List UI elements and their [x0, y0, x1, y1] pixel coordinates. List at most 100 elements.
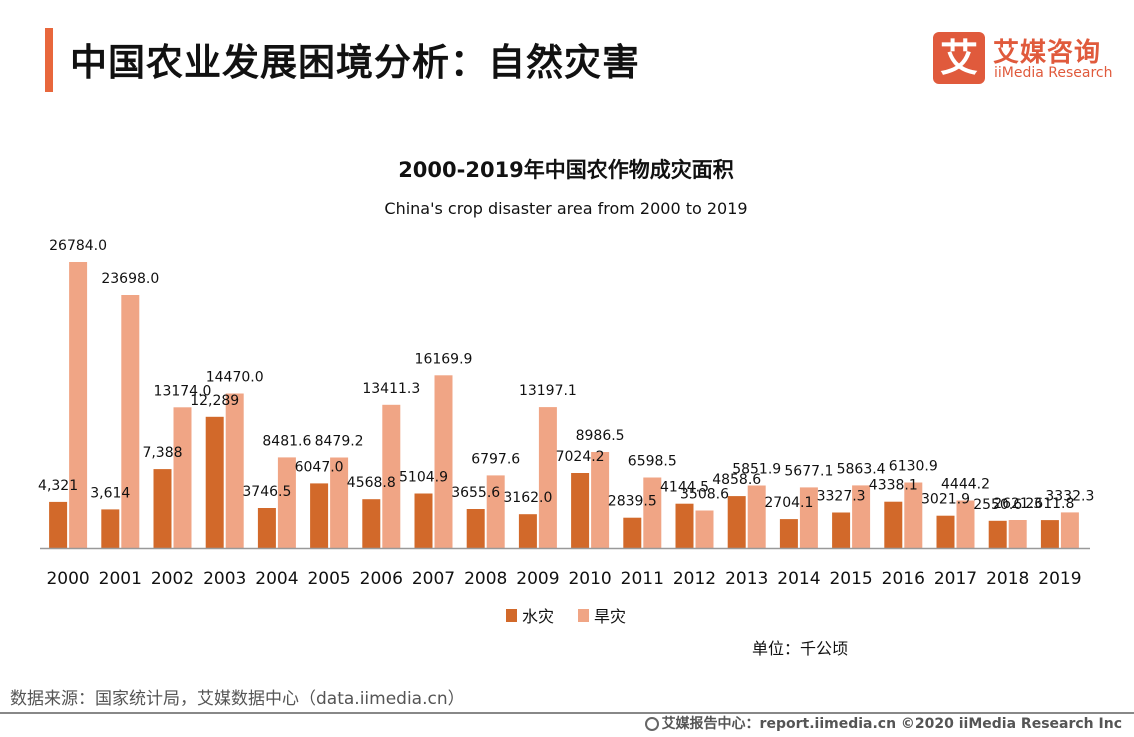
data-label-drought-2001: 23698.0: [101, 271, 159, 287]
bar-flood-2004: [257, 508, 276, 548]
globe-icon: [644, 717, 659, 731]
x-tick-label-2001: 2001: [99, 569, 142, 589]
bar-drought-2016: [904, 482, 923, 548]
data-label-flood-2005: 6047.0: [295, 459, 344, 475]
data-label-drought-2017: 4444.2: [941, 477, 990, 493]
bar-drought-2006: [382, 404, 401, 548]
data-label-drought-2002: 13174.0: [154, 383, 212, 399]
data-label-flood-2001: 3,614: [90, 485, 130, 501]
legend: 水灾 旱灾: [506, 607, 626, 626]
bar-flood-2010: [571, 473, 590, 548]
title-accent-bar: [45, 28, 53, 92]
bar-flood-2006: [362, 499, 381, 548]
logo-cn-text: 艾媒咨询: [993, 38, 1102, 68]
legend-swatch-drought: [578, 609, 589, 622]
data-label-drought-2011: 6598.5: [628, 454, 677, 470]
bar-flood-2017: [936, 515, 955, 548]
data-label-drought-2004: 8481.6: [262, 433, 311, 449]
data-label-flood-2018: 2550.6: [973, 497, 1022, 513]
bar-drought-2008: [486, 475, 505, 548]
page-title: 中国农业发展困境分析：自然灾害: [70, 41, 640, 84]
bar-drought-2011: [643, 477, 662, 548]
data-label-drought-2007: 16169.9: [415, 351, 473, 367]
bar-flood-2001: [101, 509, 120, 548]
bar-flood-2011: [623, 517, 642, 548]
data-label-drought-2018: 2621.3: [993, 496, 1042, 512]
data-label-drought-2019: 3332.3: [1045, 488, 1094, 504]
bar-flood-2015: [832, 512, 851, 548]
x-tick-label-2008: 2008: [464, 569, 507, 589]
data-label-flood-2003: 12,289: [190, 393, 239, 409]
bar-flood-2018: [988, 520, 1007, 548]
bar-drought-2004: [277, 457, 296, 548]
chart-subtitle: China's crop disaster area from 2000 to …: [384, 199, 747, 218]
bar-flood-2014: [779, 519, 798, 548]
bar-flood-2009: [518, 514, 537, 548]
data-label-drought-2015: 5863.4: [837, 461, 886, 477]
data-label-flood-2000: 4,321: [38, 478, 78, 494]
data-label-drought-2012: 3508.6: [680, 487, 729, 503]
data-label-flood-2009: 3162.0: [503, 490, 552, 506]
copyright: 艾媒报告中心：report.iimedia.cn ©2020 iiMedia R…: [644, 713, 1122, 733]
bar-drought-2017: [956, 500, 975, 548]
bar-drought-2000: [69, 262, 88, 548]
data-label-flood-2008: 3655.6: [451, 485, 500, 501]
data-label-flood-2011: 2839.5: [608, 494, 657, 510]
data-label-flood-2019: 2611.8: [1025, 496, 1074, 512]
bar-flood-2013: [727, 496, 746, 548]
bar-drought-2013: [747, 485, 766, 548]
x-tick-label-2011: 2011: [621, 569, 664, 589]
x-tick-label-2007: 2007: [412, 569, 455, 589]
bar-flood-2008: [466, 509, 485, 548]
unit-label: 单位：千公顷: [752, 639, 848, 658]
x-tick-label-2002: 2002: [151, 569, 194, 589]
data-label-flood-2016: 4338.1: [869, 478, 918, 494]
bar-flood-2000: [49, 501, 68, 548]
data-label-flood-2014: 2704.1: [764, 495, 813, 511]
x-tick-label-2015: 2015: [829, 569, 872, 589]
logo-icon: 艾: [933, 32, 985, 84]
legend-label-flood: 水灾: [522, 607, 554, 626]
data-label-drought-2005: 8479.2: [315, 434, 364, 450]
data-source: 数据来源：国家统计局，艾媒数据中心（data.iimedia.cn）: [10, 689, 465, 709]
bar-flood-2002: [153, 469, 172, 548]
data-label-drought-2010: 8986.5: [576, 428, 625, 444]
bar-flood-2005: [310, 483, 329, 548]
bar-chart: 2000-2019年中国农作物成灾面积 China's crop disaste…: [38, 158, 1094, 658]
data-label-drought-2008: 6797.6: [471, 451, 520, 467]
data-label-flood-2012: 4144.5: [660, 480, 709, 496]
data-label-flood-2002: 7,388: [142, 445, 182, 461]
bar-flood-2012: [675, 503, 694, 548]
x-tick-label-2014: 2014: [777, 569, 820, 589]
x-tick-label-2000: 2000: [46, 569, 89, 589]
x-tick-label-2004: 2004: [255, 569, 298, 589]
bar-flood-2019: [1040, 520, 1059, 548]
footer-divider: [0, 712, 1134, 714]
x-tick-label-2003: 2003: [203, 569, 246, 589]
bar-drought-2001: [121, 295, 140, 548]
x-tick-label-2005: 2005: [307, 569, 350, 589]
bar-drought-2010: [591, 452, 610, 548]
data-label-drought-2013: 5851.9: [732, 462, 781, 478]
copyright-text: 艾媒报告中心：report.iimedia.cn ©2020 iiMedia R…: [661, 716, 1122, 732]
chart-title: 2000-2019年中国农作物成灾面积: [398, 158, 734, 182]
data-label-flood-2017: 3021.9: [921, 492, 970, 508]
data-label-flood-2004: 3746.5: [242, 484, 291, 500]
x-tick-label-2017: 2017: [934, 569, 977, 589]
bar-drought-2009: [538, 407, 557, 548]
data-label-drought-2014: 5677.1: [784, 463, 833, 479]
brand-logo: 艾 艾媒咨询 iiMedia Research: [933, 32, 1113, 86]
bar-flood-2016: [884, 501, 903, 548]
x-tick-label-2019: 2019: [1038, 569, 1081, 589]
data-label-flood-2013: 4858.6: [712, 472, 761, 488]
data-label-drought-2009: 13197.1: [519, 383, 577, 399]
x-tick-label-2013: 2013: [725, 569, 768, 589]
x-tick-label-2018: 2018: [986, 569, 1029, 589]
logo-en-text: iiMedia Research: [994, 65, 1113, 81]
data-label-flood-2015: 3327.3: [817, 489, 866, 505]
x-tick-label-2012: 2012: [673, 569, 716, 589]
bar-drought-2019: [1060, 512, 1079, 548]
bar-drought-2003: [225, 393, 244, 548]
bar-drought-2018: [1008, 520, 1027, 548]
data-label-drought-2006: 13411.3: [362, 381, 420, 397]
